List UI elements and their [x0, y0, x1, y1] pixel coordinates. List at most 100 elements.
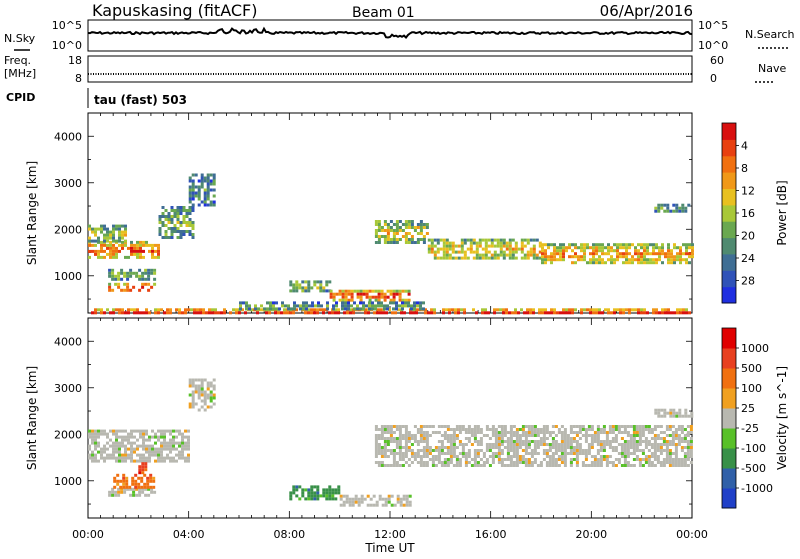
data-cell [509, 428, 513, 431]
data-cell [541, 252, 544, 256]
data-cell [653, 452, 657, 455]
data-cell [307, 280, 311, 284]
data-cell [200, 378, 204, 382]
y-tick-label: 2000 [54, 223, 82, 236]
data-cell [398, 425, 402, 428]
data-cell [197, 393, 201, 397]
data-cell [412, 311, 415, 315]
data-cell [212, 203, 216, 207]
data-cell [439, 247, 443, 251]
data-cell [97, 236, 100, 240]
data-cell [658, 258, 661, 262]
data-cell [509, 437, 513, 440]
data-cell [658, 311, 661, 315]
data-cell [569, 446, 573, 449]
data-cell [209, 396, 213, 400]
data-cell [688, 311, 691, 315]
data-cell [533, 440, 537, 443]
data-cell [131, 479, 135, 483]
data-cell [661, 308, 664, 312]
data-cell [539, 464, 543, 467]
data-cell [368, 289, 372, 293]
data-cell [206, 396, 210, 400]
data-cell [466, 238, 470, 242]
freq-label: Freq. [4, 54, 31, 67]
data-cell [657, 209, 661, 213]
data-cell [509, 446, 513, 449]
data-cell [574, 255, 577, 259]
data-cell [374, 428, 378, 431]
data-cell [424, 308, 427, 312]
data-cell [392, 431, 396, 434]
data-cell [602, 431, 606, 434]
data-cell [191, 393, 195, 397]
data-cell [676, 255, 679, 259]
data-cell [157, 255, 160, 259]
data-cell [644, 437, 648, 440]
data-cell [206, 387, 210, 391]
data-cell [157, 308, 160, 312]
data-cell [593, 437, 597, 440]
data-cell [389, 229, 393, 232]
data-cell [419, 220, 423, 223]
data-cell [407, 292, 411, 296]
data-cell [689, 452, 693, 455]
data-cell [390, 494, 394, 498]
data-cell [319, 280, 323, 284]
data-cell [329, 295, 333, 299]
data-cell [509, 440, 513, 443]
data-cell [689, 443, 693, 446]
data-cell [242, 301, 245, 305]
data-cell [596, 458, 600, 461]
data-cell [144, 282, 148, 286]
data-cell [484, 247, 488, 251]
data-cell [212, 173, 216, 177]
data-cell [584, 428, 588, 431]
data-cell [430, 308, 433, 312]
data-cell [422, 461, 426, 464]
data-cell [437, 449, 441, 452]
data-cell [500, 431, 504, 434]
data-cell [565, 246, 568, 250]
data-cell [506, 437, 510, 440]
data-cell [562, 246, 565, 250]
data-cell [103, 450, 106, 454]
data-cell [404, 446, 408, 449]
data-cell [316, 497, 320, 501]
data-cell [320, 304, 323, 308]
data-cell [595, 258, 598, 262]
data-cell [331, 497, 335, 501]
data-cell [407, 440, 411, 443]
data-cell [554, 443, 558, 446]
data-cell [124, 429, 127, 433]
data-cell [398, 434, 402, 437]
data-cell [157, 246, 160, 250]
data-cell [485, 458, 489, 461]
data-cell [172, 429, 175, 433]
data-cell [331, 494, 335, 498]
data-cell [671, 440, 675, 443]
data-cell [141, 468, 145, 472]
data-cell [458, 452, 462, 455]
data-cell [123, 490, 127, 494]
data-cell [538, 256, 542, 260]
data-cell [350, 295, 354, 299]
data-cell [589, 258, 592, 262]
data-cell [578, 431, 582, 434]
data-cell [472, 241, 476, 245]
data-cell [514, 247, 518, 251]
data-cell [401, 235, 405, 238]
data-cell [601, 311, 604, 315]
data-cell [515, 458, 519, 461]
data-cell [449, 458, 453, 461]
data-cell [163, 444, 166, 448]
data-cell [584, 449, 588, 452]
data-cell [563, 461, 567, 464]
data-cell [191, 191, 195, 195]
data-cell [88, 224, 91, 228]
data-cell [518, 446, 522, 449]
data-cell [446, 428, 450, 431]
data-cell [127, 311, 130, 315]
data-cell [688, 255, 691, 259]
